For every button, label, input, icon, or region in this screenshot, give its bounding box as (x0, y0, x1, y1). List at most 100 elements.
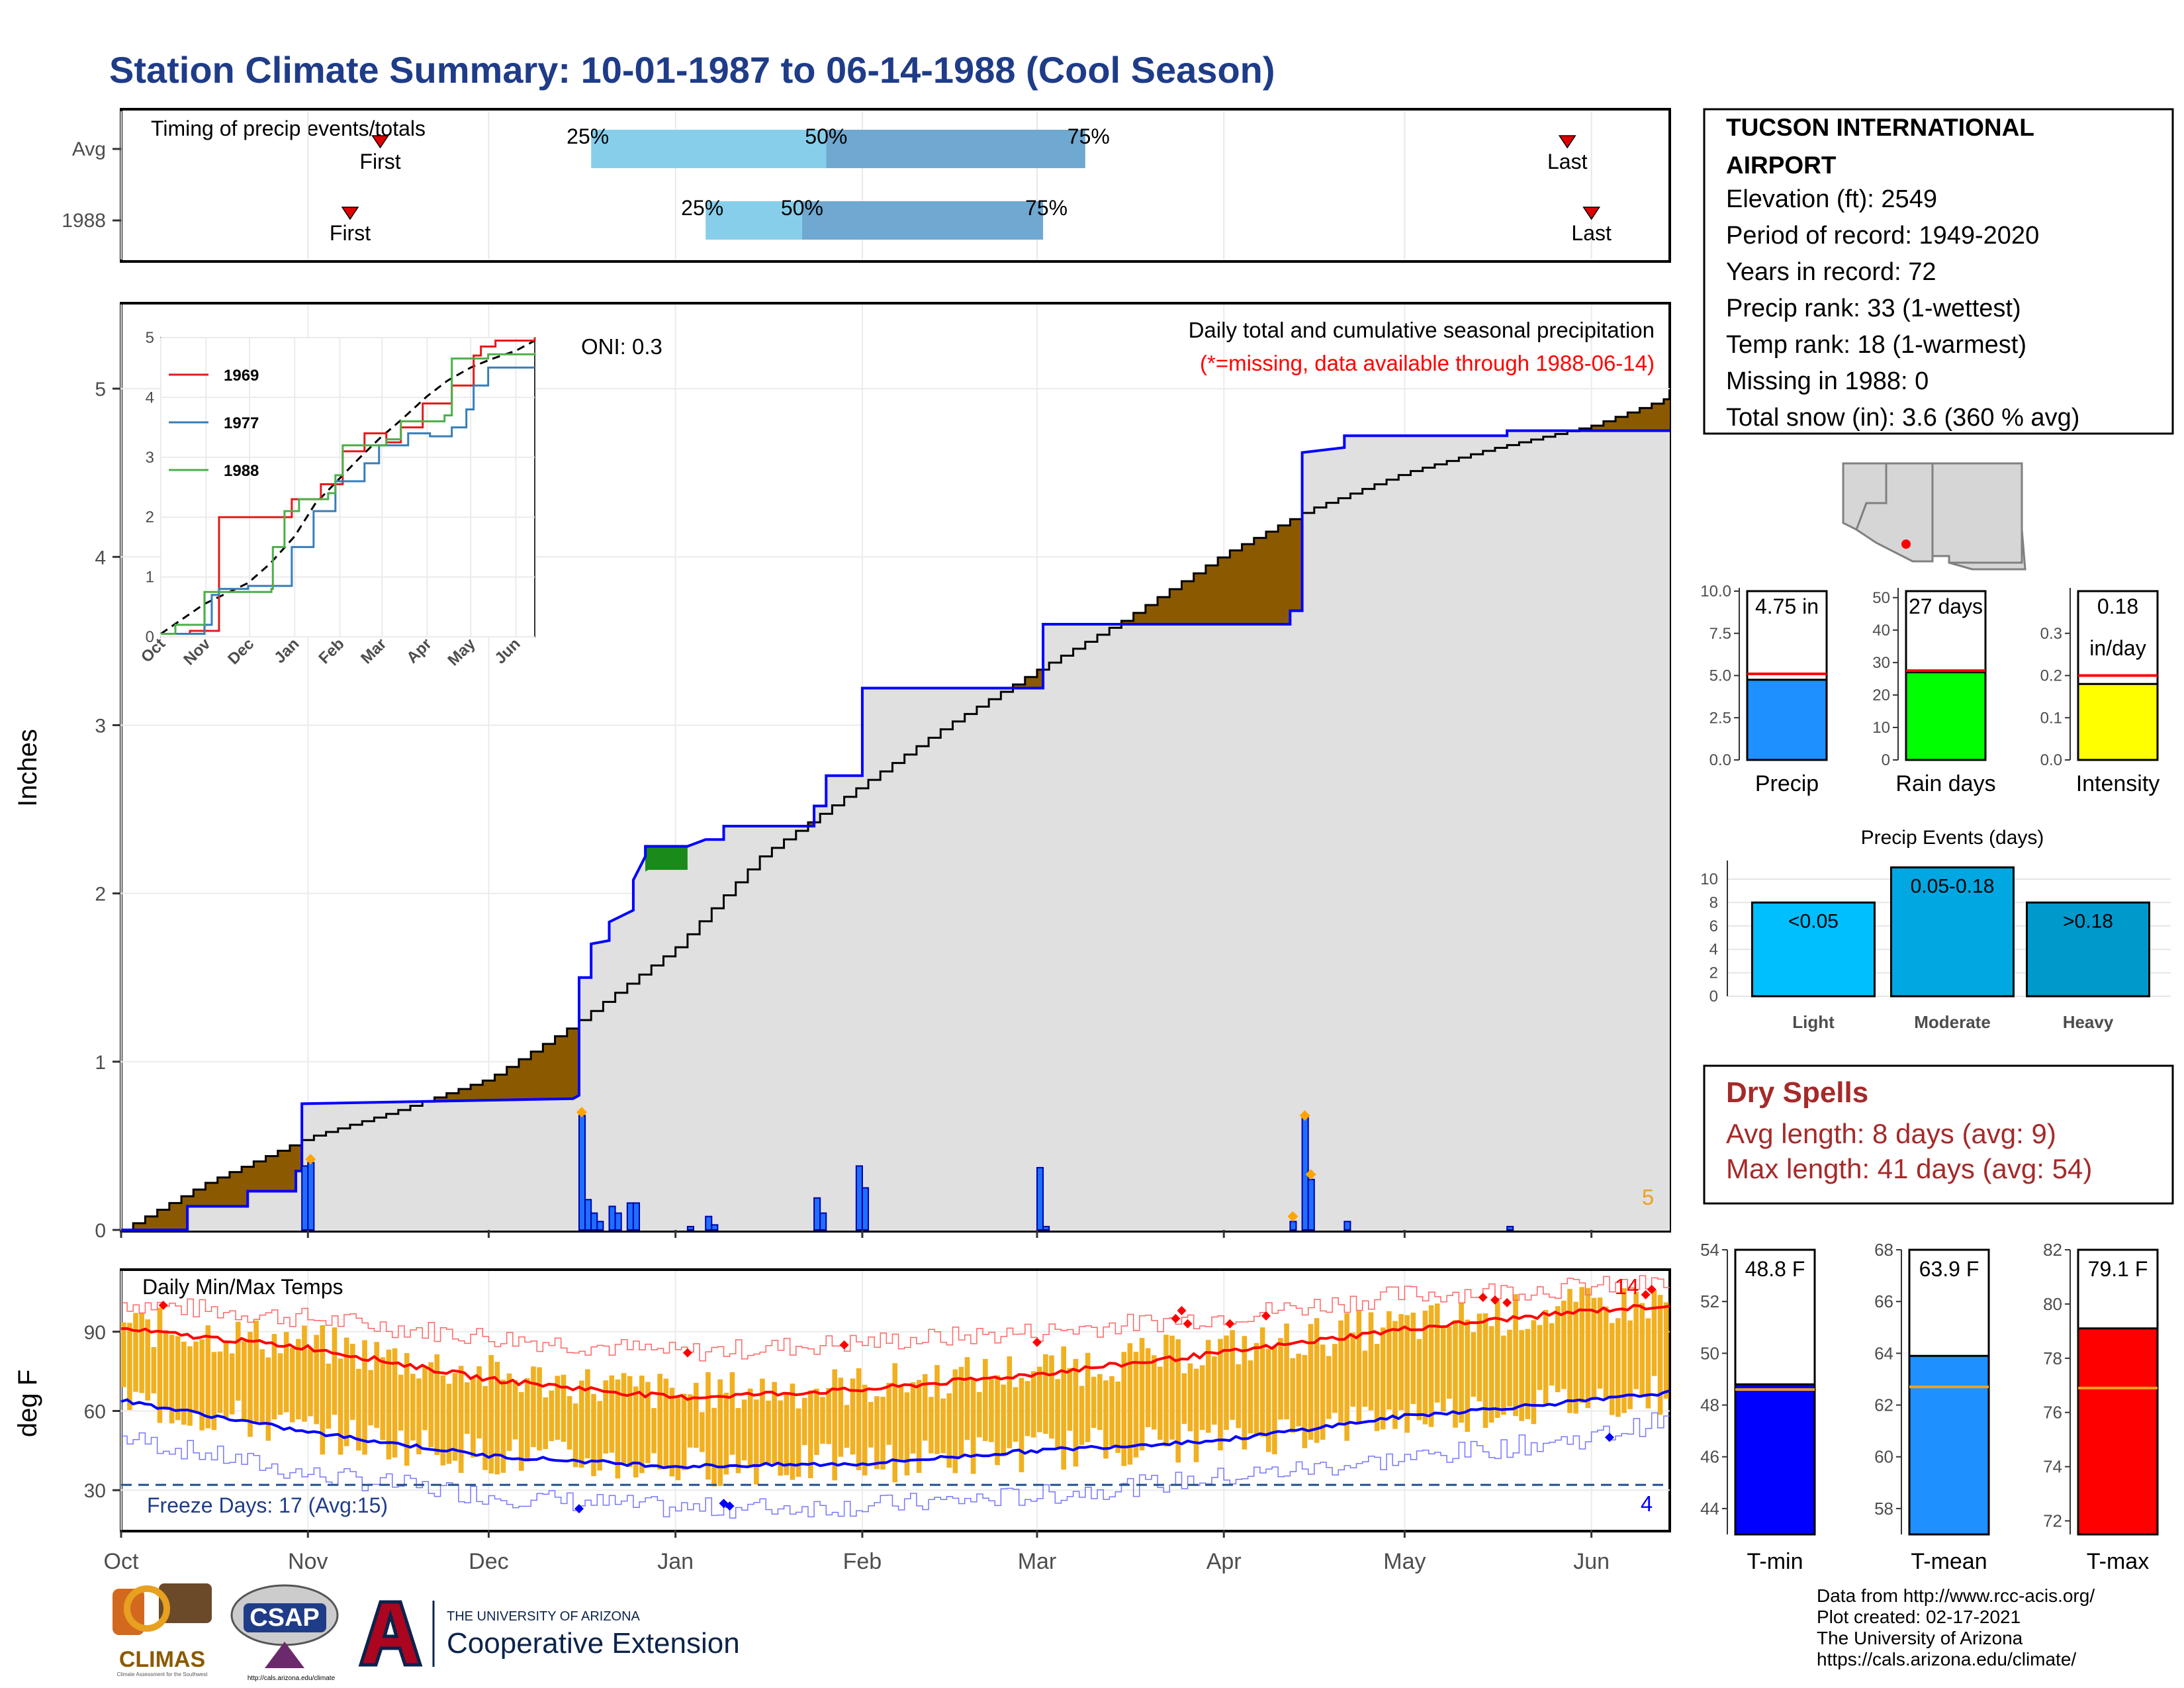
temp-summary-tick-label: 44 (1700, 1499, 1719, 1519)
daily-temp-bar (349, 1344, 355, 1421)
daily-temp-bar (1224, 1335, 1229, 1430)
observed-cumulative-line (121, 429, 1670, 1231)
daily-temp-bar (970, 1378, 976, 1474)
daily-temp-bar (1169, 1335, 1175, 1440)
daily-temp-bar (567, 1396, 572, 1450)
daily-temp-bar (1163, 1335, 1169, 1447)
daily-temp-bar (428, 1362, 433, 1448)
dry-spells-title: Dry Spells (1726, 1076, 1868, 1109)
record-low-line (121, 1412, 1670, 1519)
station-precip-rank: Precip rank: 33 (1-wettest) (1726, 295, 2021, 322)
events-bar-label: <0.05 (1788, 910, 1839, 932)
summary-bar-tick-label: 0.2 (2040, 667, 2062, 685)
first-event-label: First (330, 221, 371, 245)
daily-precip-bar (705, 1215, 713, 1231)
daily-precip-bar (861, 1187, 870, 1231)
ua-logo-bottom-text: Cooperative Extension (447, 1627, 740, 1660)
daily-temp-bar (1609, 1323, 1615, 1415)
daily-temp-bar (910, 1382, 916, 1454)
daily-precip-bar (819, 1212, 827, 1231)
daily-temp-bar (1218, 1338, 1223, 1451)
daily-temp-bar (874, 1396, 880, 1470)
record-low-marker (574, 1504, 584, 1514)
daily-temp-bar (1543, 1309, 1549, 1404)
daily-precip-bar (590, 1212, 598, 1231)
record-high-marker (682, 1348, 692, 1358)
daily-temp-bar (1326, 1356, 1332, 1419)
daily-temp-bar (1205, 1340, 1211, 1433)
daily-temp-bar (452, 1373, 458, 1461)
temp-y-tick-label: 30 (84, 1480, 106, 1502)
daily-temp-bar (271, 1334, 277, 1420)
freeze-days-label: Freeze Days: 17 (Avg:15) (147, 1493, 388, 1517)
summary-bar-tick-label: 10.0 (1700, 583, 1731, 600)
timing-p75-label: 75% (1068, 124, 1110, 148)
summary-bar-category-label: Precip (1755, 771, 1819, 796)
daily-temp-bar (145, 1319, 151, 1401)
month-tick-label: Mar (1018, 1549, 1057, 1574)
daily-temp-bar (229, 1353, 235, 1415)
record-low-count: 4 (1641, 1491, 1653, 1516)
daily-temp-bar (205, 1325, 211, 1429)
daily-temp-bar (705, 1372, 711, 1480)
daily-temp-bar (482, 1385, 488, 1470)
daily-temp-bar (627, 1376, 633, 1468)
daily-temp-bar (615, 1379, 621, 1479)
daily-temp-bar (729, 1372, 735, 1455)
daily-temp-bar (277, 1353, 283, 1415)
daily-temp-bar (139, 1312, 144, 1393)
daily-temp-bar (693, 1383, 699, 1448)
temp-summary-tick-label: 74 (2043, 1457, 2062, 1477)
daily-temp-bar (537, 1367, 542, 1451)
events-tick-label: 2 (1709, 964, 1718, 982)
inset-frame (160, 337, 535, 637)
timing-bar-25-50 (705, 201, 802, 240)
daily-temp-bar (259, 1349, 265, 1425)
month-tick-label: Nov (288, 1549, 328, 1574)
summary-bar-tick-label: 5.0 (1709, 667, 1731, 685)
timing-p25-label: 25% (567, 124, 609, 148)
daily-temp-bar (922, 1374, 928, 1441)
daily-temp-bar (1332, 1344, 1338, 1413)
inset-normal-line (160, 340, 535, 635)
month-tick-label: Dec (469, 1549, 508, 1574)
dry-spells-max: Max length: 41 days (avg: 54) (1726, 1153, 2092, 1184)
daily-temp-bar (1067, 1368, 1073, 1431)
temperature-summary-bars: 44 46 48 50 52 54 48.8 F T-min 58 60 62 64 66 68 63.9 … (1700, 1240, 2159, 1574)
daily-temp-bar (633, 1386, 639, 1477)
daily-temp-bar (1603, 1306, 1609, 1399)
daily-temp-bar (1579, 1287, 1585, 1403)
daily-temp-bar (446, 1383, 452, 1464)
station-location-marker (1901, 539, 1911, 549)
daily-temp-bar (289, 1347, 295, 1423)
daily-temp-bar (1272, 1345, 1277, 1454)
daily-temp-bar (578, 1380, 584, 1468)
daily-temp-bar (1537, 1325, 1543, 1390)
university-of-arizona-logo: THE UNIVERSITY OF ARIZONA Cooperative Ex… (358, 1600, 740, 1667)
summary-bar-value-label: 27 days (1909, 594, 1983, 618)
daily-temp-bar (807, 1390, 813, 1479)
month-tick-label: Apr (1206, 1549, 1242, 1574)
summary-bar-category-label: Rain days (1895, 771, 1995, 796)
daily-temp-bar (1097, 1374, 1103, 1430)
events-category-label: Heavy (2063, 1012, 2114, 1032)
temp-summary-tick-label: 54 (1700, 1240, 1719, 1260)
daily-temp-bar (477, 1366, 482, 1439)
daily-temp-bar (1398, 1314, 1404, 1411)
temp-summary-tick-label: 46 (1700, 1447, 1719, 1467)
daily-temp-bar (946, 1393, 952, 1468)
daily-temp-bar (386, 1349, 392, 1460)
observed-cumulative-area (121, 430, 1670, 1230)
record-high-marker (1225, 1319, 1235, 1329)
events-bar-label: 0.05-0.18 (1911, 875, 1995, 897)
inset-legend-label: 1969 (224, 367, 259, 385)
daily-temp-bar (904, 1392, 910, 1476)
daily-temp-bar (572, 1403, 578, 1468)
record-high-marker (1502, 1297, 1512, 1307)
daily-temp-bar (675, 1395, 681, 1481)
daily-precip-bar (1343, 1221, 1351, 1231)
temp-summary-fill (1734, 1383, 1816, 1536)
precip-y-axis-label: Inches (13, 729, 42, 807)
daily-temp-bar (1181, 1373, 1187, 1425)
daily-temp-bar (518, 1391, 524, 1471)
